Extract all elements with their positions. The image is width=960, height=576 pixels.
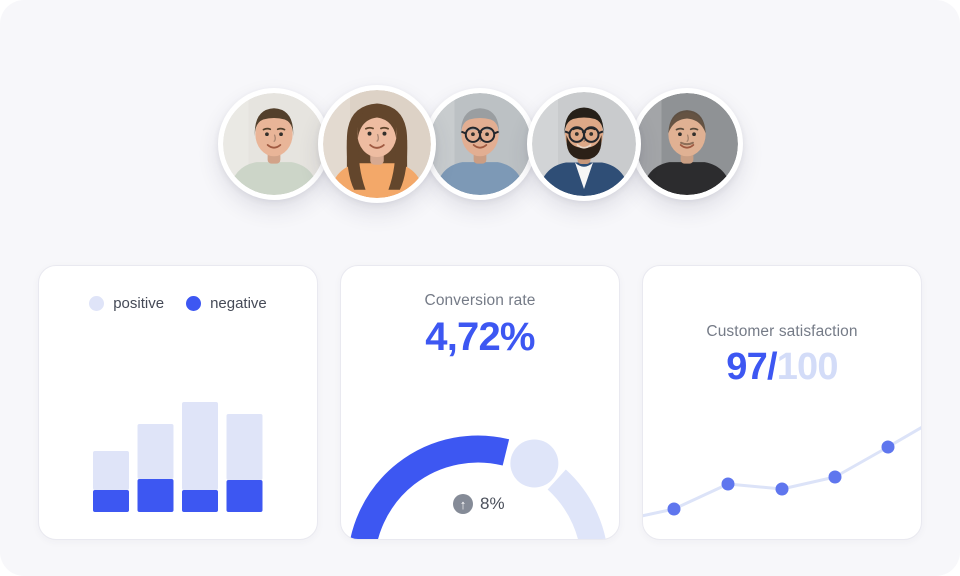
score-current: 97 [726, 346, 767, 388]
gauge-track [547, 469, 606, 539]
score-divider: / [766, 346, 778, 388]
data-point-dot [721, 477, 735, 491]
avatar-older-man-glasses[interactable] [424, 88, 536, 200]
chart-legend: positive negative [39, 295, 317, 312]
card-title: Customer satisfaction [706, 323, 858, 340]
arrow-up-icon: ↑ [453, 494, 473, 514]
data-point-dot [828, 470, 842, 484]
avatar-illustration [323, 90, 431, 198]
bar-negative-segment [137, 479, 174, 512]
glasses-icon [564, 126, 604, 143]
bar-positive-segment [182, 402, 218, 490]
card-title: Conversion rate [424, 292, 536, 309]
delta-badge: ↑ 8% [453, 494, 505, 514]
delta-value: 8% [480, 494, 505, 513]
positive-dot-icon [89, 296, 105, 311]
bar-positive-segment [137, 424, 174, 479]
data-point-dot [881, 440, 895, 454]
gauge-knob [510, 439, 559, 488]
data-point-dot [775, 482, 789, 496]
bar-positive-segment [93, 451, 129, 490]
satisfaction-value: 97/100 [643, 346, 921, 389]
legend-item-positive: positive [89, 295, 164, 312]
conversion-value: 4,72% [425, 315, 535, 359]
glasses-icon [461, 126, 499, 143]
conversion-rate-card: Conversion rate 4,72% ↑ 8% [340, 265, 620, 540]
gauge-progress [350, 435, 510, 539]
avatar-illustration [429, 93, 531, 195]
customer-satisfaction-card: Customer satisfaction 97/100 [642, 265, 922, 540]
legend-label: negative [210, 295, 267, 312]
bar-positive-segment [226, 414, 263, 480]
avatar-man-buzzcut[interactable] [631, 88, 743, 200]
avatar-woman-orange-shirt[interactable] [318, 85, 436, 203]
avatar-man-glasses-beard[interactable] [527, 87, 641, 201]
legend-label: positive [113, 295, 165, 312]
sentiment-card: positive negative [38, 265, 318, 540]
score-total: 100 [776, 346, 839, 388]
stacked-bar-chart [93, 402, 263, 512]
bar-negative-segment [93, 490, 129, 512]
trend-line [643, 426, 921, 518]
avatar-illustration [636, 93, 738, 195]
data-point-dot [667, 502, 681, 516]
conversion-stat: Conversion rate 4,72% [341, 292, 619, 360]
bar-negative-segment [182, 490, 218, 512]
gauge-chart [350, 435, 606, 539]
avatar-man-brown-hair[interactable] [218, 88, 330, 200]
avatar-illustration [532, 92, 636, 196]
legend-item-negative: negative [186, 295, 267, 312]
negative-dot-icon [186, 296, 202, 311]
avatar-illustration [223, 93, 325, 195]
satisfaction-stat: Customer satisfaction 97/100 [643, 323, 921, 389]
line-chart [643, 426, 921, 518]
bar-negative-segment [226, 480, 263, 512]
